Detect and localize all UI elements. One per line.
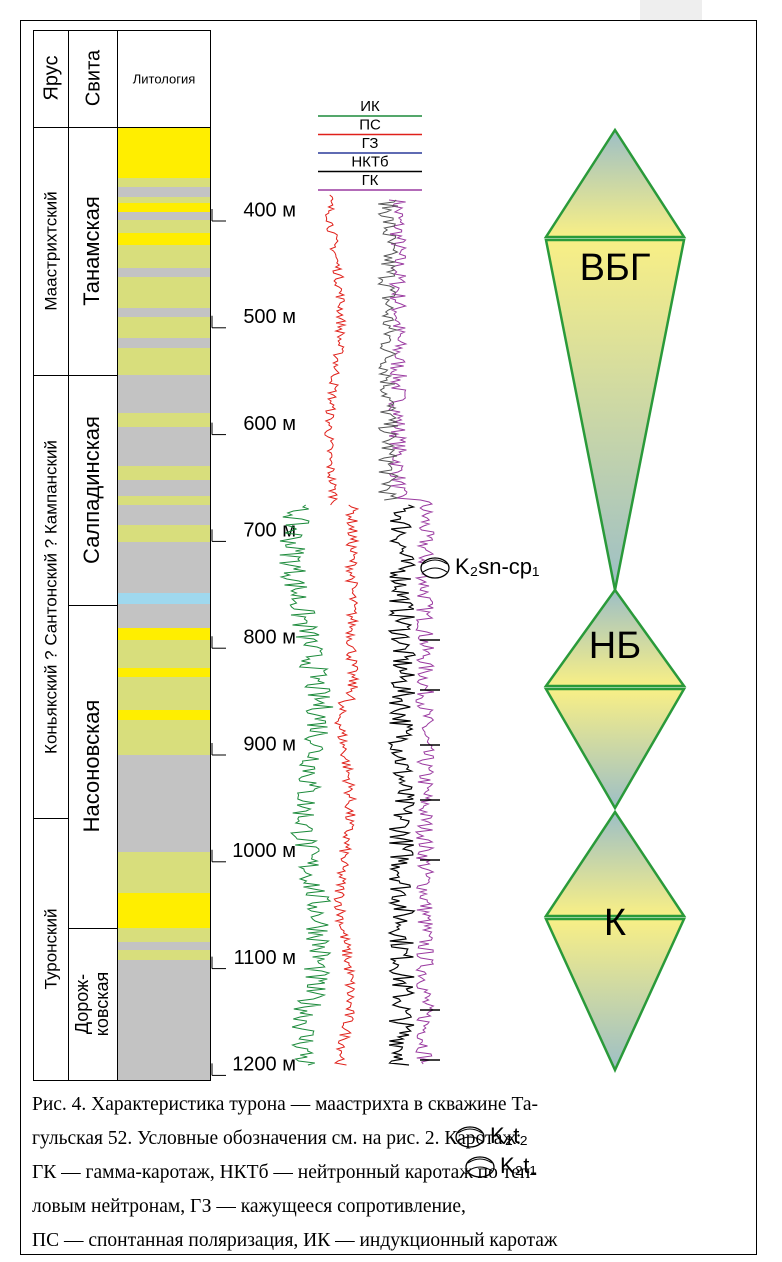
depth-label: 500 м	[243, 306, 296, 328]
lithology-band	[117, 677, 210, 710]
lithology-band	[117, 593, 210, 604]
lithology-band	[117, 960, 210, 1080]
lithology-band	[117, 720, 210, 755]
lithology-band	[117, 893, 210, 928]
fossil-icon	[457, 1128, 483, 1142]
lithology-band	[117, 466, 210, 480]
caption-line: ловым нейтронам, ГЗ — кажущееся сопротив…	[32, 1196, 466, 1217]
age-label: K₂sn-cp₁	[455, 554, 539, 579]
lithology-band	[117, 755, 210, 852]
corner-shade	[640, 0, 702, 20]
lithology-band	[117, 668, 210, 677]
lithology-band	[117, 245, 210, 268]
depth-label: 1100 м	[234, 947, 296, 969]
log-curve	[387, 504, 417, 1066]
log-legend-label: ПС	[359, 116, 381, 133]
caption-line: ПС — спонтанная поляризация, ИК — индукц…	[32, 1230, 558, 1251]
lithology-band	[117, 178, 210, 187]
lithology-band	[117, 308, 210, 317]
cycle-lower	[544, 238, 686, 591]
lithology-band	[117, 317, 210, 338]
log-legend-label: ИК	[360, 98, 380, 115]
lithology-band	[117, 710, 210, 720]
log-curve	[324, 194, 347, 506]
lithology-band	[117, 212, 210, 220]
cycle-label: НБ	[589, 625, 641, 667]
lithology-band	[117, 277, 210, 308]
lithology-band	[117, 942, 210, 950]
lithology-band	[117, 928, 210, 942]
depth-label: 1000 м	[232, 840, 296, 862]
suite-label: Насоновская	[79, 700, 104, 833]
cycle-upper	[543, 809, 687, 918]
cycle-lower	[543, 687, 687, 811]
cycle-lower	[544, 917, 686, 1074]
lithology-band	[117, 127, 210, 178]
suite-label: Дорож-	[72, 974, 92, 1034]
header-lithology: Литология	[133, 71, 196, 86]
fossil-icon	[467, 1158, 493, 1172]
fossil-icon	[422, 559, 448, 573]
cycle-label: ВБГ	[580, 247, 651, 289]
caption-line: ГК — гамма-каротаж, НКТб — нейтронный ка…	[32, 1162, 537, 1183]
lithology-band	[117, 348, 210, 375]
depth-label: 600 м	[243, 413, 296, 435]
stage-label: Маастрихтский	[41, 191, 60, 310]
lithology-band	[117, 542, 210, 593]
lithology-band	[117, 268, 210, 277]
lithology-band	[117, 427, 210, 466]
log-curve	[333, 504, 360, 1066]
header-stage: Ярус	[40, 55, 62, 100]
log-curve	[279, 504, 334, 1066]
lithology-band	[117, 852, 210, 893]
lithology-band	[117, 233, 210, 245]
lithology-band	[117, 950, 210, 960]
age-label: K₂t₁	[500, 1153, 537, 1178]
suite-label: Танамская	[79, 196, 104, 305]
cycle-label: К	[604, 902, 626, 944]
depth-label: 900 м	[243, 733, 296, 755]
lithology-band	[117, 480, 210, 496]
lithology-band	[117, 203, 210, 212]
log-legend-label: ГК	[362, 172, 379, 189]
caption-line: гульская 52. Условные обозначения см. на…	[32, 1128, 521, 1149]
lithology-band	[117, 628, 210, 640]
stage-label: Туронский	[41, 909, 60, 990]
caption-line: Рис. 4. Характеристика турона — маастрих…	[32, 1094, 538, 1115]
log-legend-label: НКТб	[351, 153, 388, 170]
age-label: K₂t₂	[490, 1123, 528, 1148]
log-curve	[377, 199, 399, 501]
depth-label: 400 м	[243, 199, 296, 221]
lithology-band	[117, 505, 210, 525]
lithology-band	[117, 640, 210, 668]
depth-label: 700 м	[243, 520, 296, 542]
stage-label: Коньякский ? Сантонский ? Кампанский	[41, 440, 60, 754]
lithology-band	[117, 375, 210, 413]
lithology-band	[117, 604, 210, 628]
header-suite: Свита	[82, 49, 104, 106]
depth-label: 800 м	[243, 626, 296, 648]
lithology-band	[117, 525, 210, 542]
cycle-upper	[543, 127, 687, 239]
depth-label: 1200 м	[232, 1054, 296, 1076]
lithology-column	[117, 127, 210, 1080]
lithology-band	[117, 197, 210, 203]
lithology-band	[117, 187, 210, 197]
log-legend-label: ГЗ	[362, 135, 379, 152]
frame	[20, 20, 757, 1255]
log-curve	[387, 199, 435, 1065]
lithology-band	[117, 220, 210, 233]
cycle-upper	[543, 587, 687, 688]
suite-label: Салпадинская	[79, 416, 104, 564]
lithology-band	[117, 338, 210, 348]
suite-label: ковская	[92, 972, 112, 1036]
lithology-band	[117, 496, 210, 505]
column-lines	[33, 30, 211, 1081]
lithology-band	[117, 413, 210, 427]
